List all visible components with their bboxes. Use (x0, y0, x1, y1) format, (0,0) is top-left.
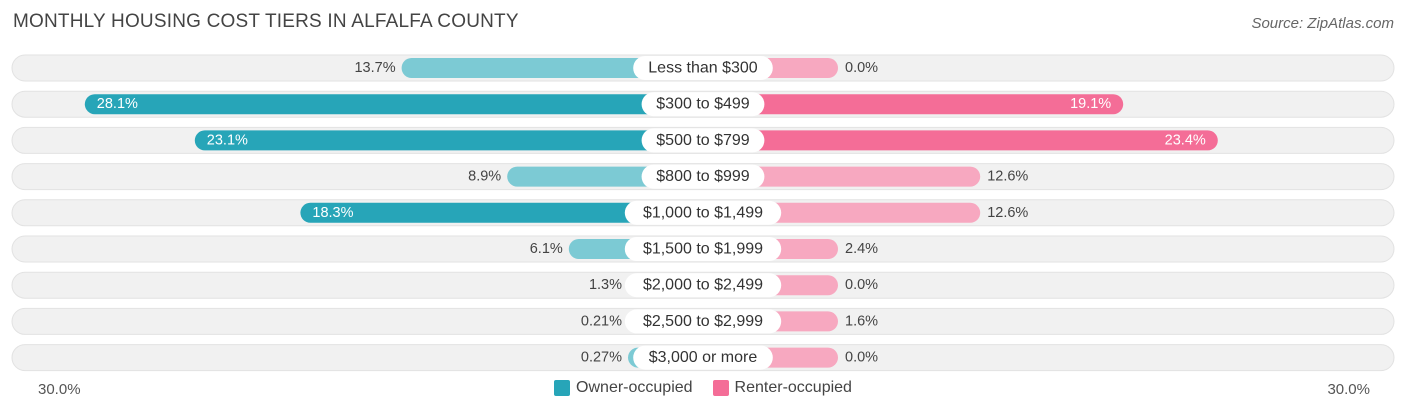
category-label: $800 to $999 (656, 168, 750, 185)
legend-label-renter: Renter-occupied (734, 379, 852, 396)
category-label: $2,000 to $2,499 (643, 277, 763, 294)
value-label-renter: 2.4% (845, 241, 878, 257)
legend-item-renter: Renter-occupied (712, 379, 852, 397)
value-label-owner: 0.21% (581, 313, 622, 329)
category-pill (624, 237, 782, 261)
legend-label-owner: Owner-occupied (576, 379, 693, 396)
value-label-owner: 0.27% (581, 350, 622, 366)
diverging-bar-chart: 13.7% 0.0% Less than $300 28.1% 19.1% $300 to… (11, 54, 1395, 372)
category-label: $1,000 to $1,499 (643, 204, 763, 221)
category-pill (641, 128, 765, 153)
category-pill (641, 164, 765, 189)
bar-owner (194, 130, 704, 151)
bar-renter (703, 130, 1218, 151)
legend-swatch-renter (712, 380, 729, 396)
legend-swatch-owner (554, 380, 571, 396)
value-label-owner: 23.1% (207, 132, 248, 148)
bar-owner (401, 58, 703, 78)
category-pill (624, 273, 782, 298)
category-label: Less than $300 (648, 60, 758, 77)
bar-renter (703, 94, 1124, 115)
value-label-owner: 18.3% (312, 205, 353, 221)
value-label-owner: 13.7% (354, 60, 395, 76)
value-label-renter: 0.0% (845, 277, 878, 293)
category-label: $3,000 or more (649, 349, 758, 366)
source-credit: Source: ZipAtlas.com (1251, 15, 1394, 32)
category-label: $2,500 to $2,999 (643, 313, 763, 330)
value-label-renter: 0.0% (845, 60, 878, 76)
bar-owner (300, 202, 703, 223)
chart-title: MONTHLY HOUSING COST TIERS IN ALFALFA CO… (13, 11, 519, 32)
category-pill (624, 200, 782, 225)
axis-left-label: 30.0% (38, 381, 81, 398)
bar-owner (84, 94, 704, 115)
value-label-renter: 23.4% (1165, 132, 1206, 148)
value-label-owner: 28.1% (97, 96, 138, 112)
legend-item-owner: Owner-occupied (554, 379, 693, 397)
category-pill (633, 56, 773, 80)
value-label-owner: 8.9% (468, 169, 501, 185)
value-label-renter: 19.1% (1070, 96, 1111, 112)
axis-right-label: 30.0% (1327, 381, 1370, 398)
value-label-renter: 1.6% (845, 313, 878, 329)
category-pill (624, 309, 782, 334)
category-pill (641, 92, 765, 117)
value-label-renter: 12.6% (987, 205, 1028, 221)
value-label-renter: 0.0% (845, 350, 878, 366)
category-label: $1,500 to $1,999 (643, 241, 763, 258)
bar-renter (703, 166, 981, 187)
value-label-owner: 1.3% (589, 277, 622, 293)
category-label: $500 to $799 (656, 132, 750, 149)
value-label-owner: 6.1% (530, 241, 563, 257)
category-label: $300 to $499 (656, 96, 750, 113)
category-pill (633, 345, 773, 370)
legend: Owner-occupied Renter-occupied (0, 379, 1406, 397)
value-label-renter: 12.6% (987, 169, 1028, 185)
